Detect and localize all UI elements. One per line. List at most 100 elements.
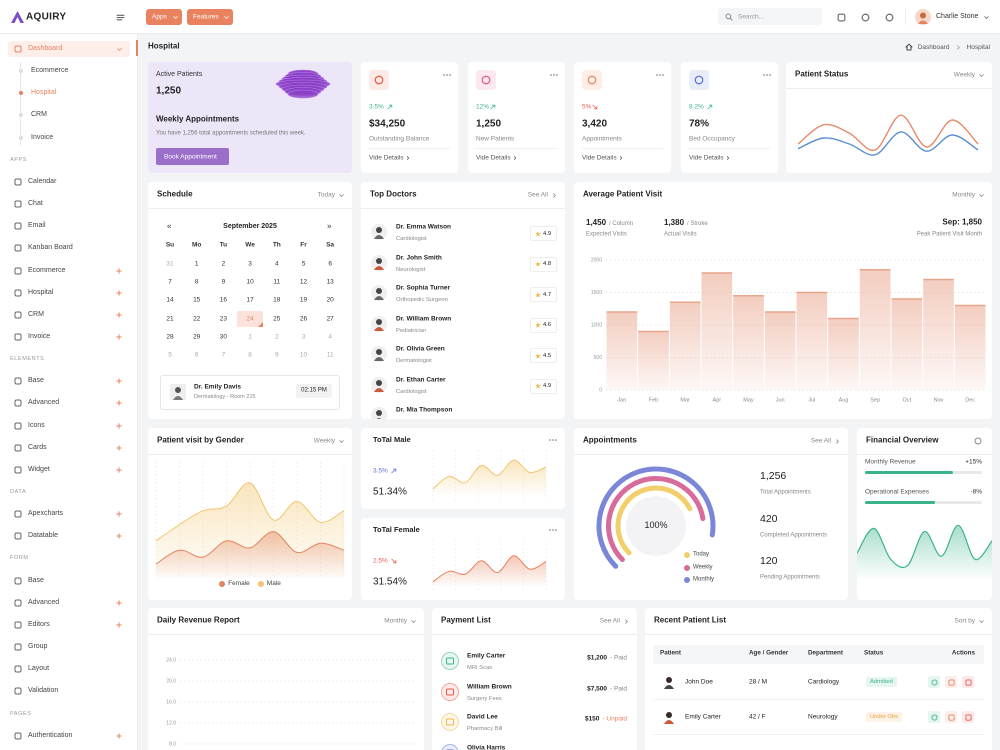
patient-name[interactable]: Emily Carter [685, 713, 721, 721]
doctor-name[interactable]: Dr. Emma Watson [396, 223, 452, 231]
sidebar-item[interactable]: Validation [28, 687, 59, 695]
filter-dropdown[interactable]: Weekly [313, 437, 335, 445]
calendar-day[interactable]: 31 [166, 260, 174, 268]
breadcrumb-item[interactable]: Dashboard [917, 43, 950, 51]
calendar-day[interactable]: 16 [219, 296, 228, 304]
sidebar-subitem[interactable]: Invoice [31, 133, 54, 141]
calendar-day[interactable]: 2 [274, 333, 279, 341]
calendar-day[interactable]: 7 [168, 278, 172, 286]
search-box[interactable]: Search... [718, 8, 822, 25]
filter-dropdown[interactable]: Today [317, 191, 335, 199]
sidebar-item[interactable]: Editors [28, 621, 50, 629]
doctor-name[interactable]: Dr. Mia Thompson [396, 406, 453, 414]
sidebar-item[interactable]: Invoice [28, 333, 51, 341]
action-button[interactable] [962, 711, 974, 723]
sidebar-item[interactable]: Apexcharts [28, 510, 64, 518]
sidebar-item[interactable]: Ecommerce [28, 266, 66, 274]
filter-dropdown[interactable]: Monthly [384, 617, 407, 625]
action-button[interactable] [945, 676, 957, 688]
calendar-day[interactable]: 3 [248, 260, 252, 268]
calendar-day[interactable]: 9 [274, 351, 279, 359]
sidebar-subitem[interactable]: CRM [31, 111, 47, 119]
calendar-day[interactable]: 5 [168, 351, 172, 359]
doctor-name[interactable]: Dr. William Brown [396, 314, 452, 322]
calendar-day[interactable]: 25 [273, 315, 281, 323]
calendar-day[interactable]: 10 [246, 278, 254, 286]
calendar-prev[interactable]: « [167, 221, 172, 231]
doctor-name[interactable]: Dr. John Smith [396, 253, 442, 261]
calendar-day[interactable]: 14 [166, 296, 174, 304]
calendar-day[interactable]: 4 [328, 333, 332, 341]
calendar-day[interactable]: 19 [299, 296, 308, 304]
nav-dropdown-button[interactable]: Features [187, 9, 233, 25]
calendar-day[interactable]: 11 [326, 351, 334, 359]
filter-dropdown[interactable]: Sort by [954, 617, 975, 625]
calendar-day[interactable]: 4 [274, 260, 279, 268]
user-name[interactable]: Charlie Stone [936, 13, 979, 21]
icon-box[interactable] [837, 13, 846, 22]
doctor-name[interactable]: Dr. Olivia Green [396, 345, 445, 353]
sidebar-item[interactable]: Base [28, 377, 44, 385]
icon-circle[interactable] [885, 13, 894, 22]
sidebar-item[interactable]: Layout [28, 665, 50, 673]
view-details-link[interactable]: Vide Details [582, 154, 617, 162]
calendar-day[interactable]: 2 [221, 260, 226, 268]
sidebar-subitem[interactable]: Hospital [31, 89, 57, 97]
calendar-day[interactable]: 18 [273, 296, 281, 304]
sidebar-item[interactable]: Cards [28, 443, 47, 451]
calendar-day[interactable]: 20 [326, 296, 334, 304]
nav-dropdown-button[interactable]: Apps [146, 9, 182, 25]
calendar-day[interactable]: 22 [193, 315, 201, 323]
view-details-link[interactable]: Vide Details [689, 154, 724, 162]
calendar-day[interactable]: 13 [326, 278, 334, 286]
view-details-link[interactable]: Vide Details [476, 154, 511, 162]
action-button[interactable] [928, 711, 940, 723]
calendar-day[interactable]: 29 [193, 333, 201, 341]
calendar-day[interactable]: 12 [299, 278, 308, 286]
sidebar-item[interactable]: Authentication [28, 731, 73, 739]
sidebar-item[interactable]: Email [28, 222, 46, 230]
action-button[interactable] [962, 676, 974, 688]
filter-dropdown[interactable]: Weekly [953, 71, 975, 79]
calendar-day[interactable]: 8 [194, 278, 199, 286]
calendar-day[interactable]: 6 [194, 351, 199, 359]
see-all-link[interactable]: See All [527, 191, 548, 199]
sidebar-item[interactable]: Icons [28, 421, 45, 429]
calendar-day[interactable]: 15 [193, 296, 201, 304]
see-all-link[interactable]: See All [599, 617, 620, 625]
doctor-name[interactable]: Dr. Sophia Turner [396, 284, 451, 292]
calendar-day[interactable]: 8 [248, 351, 252, 359]
action-button[interactable] [928, 676, 940, 688]
sidebar-item[interactable]: Base [28, 576, 44, 584]
calendar-day[interactable]: 23 [219, 315, 228, 323]
calendar-day[interactable]: 3 [301, 333, 306, 341]
patient-name[interactable]: John Doe [685, 678, 713, 686]
filter-dropdown[interactable]: Monthly [952, 191, 975, 199]
calendar-day[interactable]: 30 [219, 333, 228, 341]
sidebar-item[interactable]: Widget [28, 466, 50, 473]
calendar-day[interactable]: 26 [299, 315, 308, 323]
sidebar-item[interactable]: Kanban Board [28, 244, 73, 252]
sidebar-subitem[interactable]: Ecommerce [31, 67, 69, 75]
sidebar-item[interactable]: CRM [28, 310, 44, 318]
sidebar-item[interactable]: Group [28, 643, 48, 651]
book-appointment-button[interactable]: Book Appointment [156, 148, 229, 165]
sidebar-item[interactable]: Advanced [28, 598, 60, 606]
sidebar-item[interactable]: Chat [28, 200, 43, 208]
action-button[interactable] [945, 711, 957, 723]
calendar-day[interactable]: 1 [194, 260, 199, 268]
see-all-link[interactable]: See All [810, 437, 831, 445]
sidebar-item[interactable]: Dashboard [28, 45, 63, 53]
calendar-day[interactable]: 7 [221, 351, 226, 359]
calendar-day[interactable]: 9 [221, 278, 226, 286]
sidebar-item[interactable]: Datatable [28, 532, 58, 540]
calendar-day[interactable]: 21 [166, 315, 174, 323]
calendar-day[interactable]: 10 [299, 351, 308, 359]
icon-circle[interactable] [861, 13, 870, 22]
calendar-day[interactable]: 6 [328, 260, 332, 268]
sidebar-item[interactable]: Advanced [28, 399, 60, 407]
calendar-day[interactable]: 24 [246, 315, 254, 323]
doctor-name[interactable]: Dr. Ethan Carter [396, 375, 446, 383]
calendar-day[interactable]: 5 [301, 260, 306, 268]
calendar-day[interactable]: 17 [246, 296, 254, 304]
